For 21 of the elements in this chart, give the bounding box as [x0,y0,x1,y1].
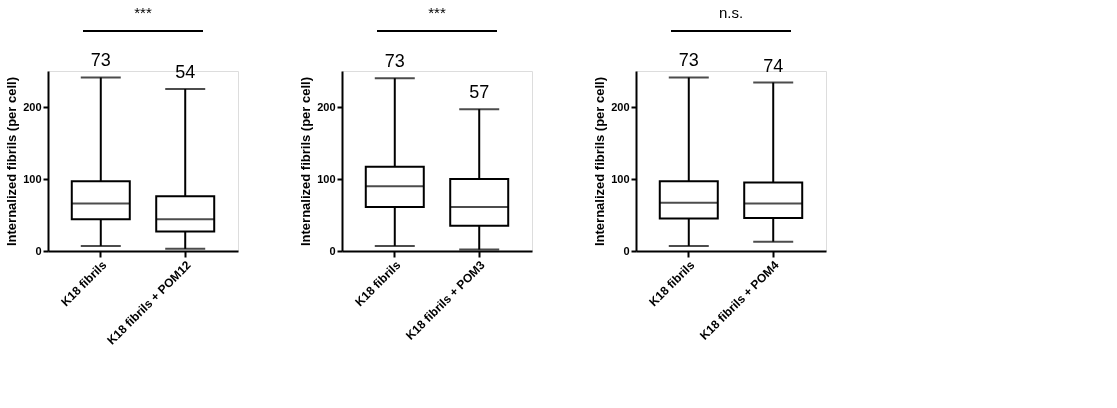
y-tick-label: 200 [23,100,42,113]
y-tick-label: 100 [611,172,630,185]
text: 73 [384,51,405,72]
annotation: 74 [763,55,784,76]
y-axis-title: Internalized fibrils (per cell) [592,76,608,247]
y-axis-title: Internalized fibrils (per cell) [298,76,314,247]
text: *** [428,4,446,21]
text: n.s. [718,4,744,21]
y-tick-label: 200 [611,100,630,113]
annotation: 54 [175,62,196,82]
annotation: 57 [469,82,490,103]
y-tick-label: 100 [23,172,42,185]
y-tick-label: 0 [35,244,42,257]
text: 73 [90,50,111,71]
y-axis-title: Internalized fibrils (per cell) [4,76,20,247]
y-tick-label: 0 [329,244,336,257]
y-tick-label: 200 [317,100,336,113]
y-tick-label: 100 [317,172,336,185]
text: 73 [678,50,699,71]
text: *** [134,4,152,21]
y-tick-label: 0 [623,244,630,257]
